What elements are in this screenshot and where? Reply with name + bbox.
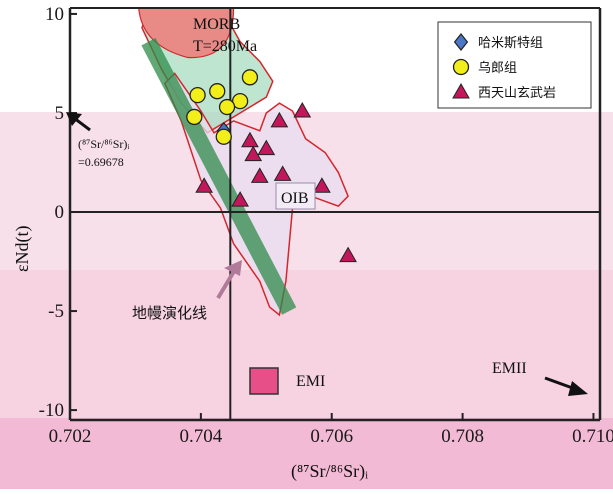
age-label: T=280Ma	[193, 38, 257, 55]
legend-symbol-triangle	[452, 82, 470, 99]
y-tick-label: 0	[55, 202, 65, 223]
data-point-triangle	[339, 246, 357, 263]
oib-label-box	[275, 182, 316, 210]
x-tick-label: 0.706	[310, 426, 353, 447]
y-tick-label: -5	[48, 301, 64, 322]
data-point-triangle	[293, 101, 312, 118]
y-tick-label: -10	[39, 400, 64, 421]
field-oib	[164, 72, 349, 317]
data-point-triangle	[244, 145, 263, 162]
x-tick-label: 0.702	[49, 426, 92, 447]
band-dark	[0, 418, 613, 489]
x-tick-label: 0.708	[441, 426, 484, 447]
points-layer	[186, 69, 357, 263]
data-point-triangle	[195, 177, 213, 193]
axis-layer: 10 5 0 -5 -10 0.702 0.704 0.706 0.708 0.710	[39, 4, 613, 447]
data-point-circle	[215, 128, 232, 145]
bulk-earth-arrow	[66, 112, 91, 132]
legend-label-1: 乌郎组	[478, 60, 517, 76]
mantle-array-label: 地幔演化线	[132, 305, 207, 322]
mantle-array-layer	[141, 37, 297, 315]
data-point-triangle	[257, 139, 276, 156]
legend: 哈米斯特组 乌郎组 西天山玄武岩	[437, 21, 592, 109]
y-axis-title-text: εNd(t)	[12, 225, 33, 272]
bulk-earth-value: =0.69678	[78, 155, 124, 169]
y-tick-label: 10	[45, 4, 64, 25]
morb-label: MORB	[193, 16, 240, 33]
data-point-triangle	[273, 165, 292, 181]
data-point-circle	[209, 83, 226, 100]
band-mid	[0, 270, 613, 418]
legend-symbol-diamond	[453, 33, 469, 51]
data-point-triangle	[270, 111, 289, 128]
data-point-circle	[189, 87, 206, 104]
bulk-earth-ratio: (⁸⁷Sr/⁸⁶Sr)ᵢ	[78, 137, 129, 151]
data-point-triangle	[231, 191, 249, 207]
x-tick-label: 0.704	[179, 426, 222, 447]
reference-lines-layer	[70, 8, 600, 420]
emii-arrow	[544, 376, 588, 396]
data-point-triangle	[241, 131, 259, 148]
data-point-circle	[241, 69, 259, 86]
emii-label: EMII	[492, 360, 527, 377]
x-tick-label: 0.710	[572, 426, 613, 447]
y-tick-label: 5	[55, 103, 65, 124]
emi-marker	[249, 367, 279, 395]
data-point-circle	[186, 108, 203, 126]
mantle-array-line	[141, 37, 297, 315]
legend-label-2: 西天山玄武岩	[478, 86, 556, 101]
x-axis-title: (⁸⁷Sr/⁸⁶Sr)ᵢ	[291, 461, 368, 482]
data-point-circle	[218, 98, 236, 116]
oib-label: OIB	[281, 190, 309, 207]
emi-label: EMI	[296, 373, 325, 390]
y-axis-title: εNd(t)	[12, 225, 33, 272]
mantle-label-arrow	[216, 260, 242, 300]
legend-symbol-circle	[452, 58, 470, 76]
legend-label-0: 哈米斯特组	[478, 36, 543, 51]
morb-cap	[138, 7, 235, 59]
data-point-triangle	[313, 177, 331, 193]
data-point-circle	[231, 92, 249, 110]
data-point-triangle	[250, 167, 269, 183]
